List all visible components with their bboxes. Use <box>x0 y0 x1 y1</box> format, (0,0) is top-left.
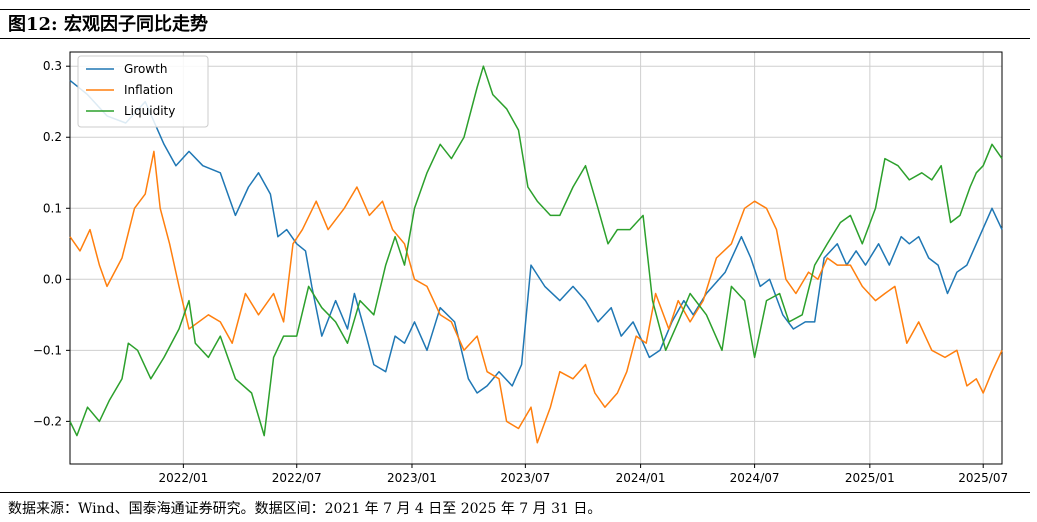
series-line-inflation <box>69 150 1003 444</box>
series-line-liquidity <box>69 65 1003 437</box>
plot-frame <box>69 51 1003 465</box>
title-rule <box>0 38 1030 39</box>
x-tick-label: 2025/07 <box>958 471 1008 485</box>
y-tick-label: −0.1 <box>33 343 62 357</box>
y-tick-label: 0.1 <box>43 201 62 215</box>
series-line-growth <box>69 79 1003 394</box>
legend-label-liquidity: Liquidity <box>124 104 175 118</box>
x-tick-label: 2022/07 <box>272 471 322 485</box>
footer-rule <box>0 492 1030 493</box>
x-tick-label: 2023/07 <box>500 471 550 485</box>
y-tick-label: 0.0 <box>43 272 62 286</box>
y-tick-label: 0.2 <box>43 130 62 144</box>
legend-label-inflation: Inflation <box>124 83 173 97</box>
y-tick-label: −0.2 <box>33 414 62 428</box>
x-tick-label: 2025/01 <box>845 471 895 485</box>
x-tick-label: 2024/07 <box>730 471 780 485</box>
legend-label-growth: Growth <box>124 62 167 76</box>
x-tick-label: 2023/01 <box>387 471 437 485</box>
line-chart: −0.2 −0.1 0.0 0.1 0.2 0.3 2022/01 2022/07 2023/0… <box>33 51 1008 485</box>
x-tick-label: 2022/01 <box>158 471 208 485</box>
legend-box <box>77 55 209 128</box>
y-tick-label: 0.3 <box>43 59 62 73</box>
source-note: 数据来源：Wind、国泰海通证券研究。数据区间：2021 年 7 月 4 日至 … <box>8 501 602 517</box>
top-rule <box>0 9 1030 10</box>
figure-header: 图12: 宏观因子同比走势 <box>0 0 1037 40</box>
figure-title: 图12: 宏观因子同比走势 <box>8 14 208 35</box>
x-tick-label: 2024/01 <box>616 471 666 485</box>
chart-area: −0.2 −0.1 0.0 0.1 0.2 0.3 2022/01 2022/07 2023/0… <box>0 40 1037 492</box>
